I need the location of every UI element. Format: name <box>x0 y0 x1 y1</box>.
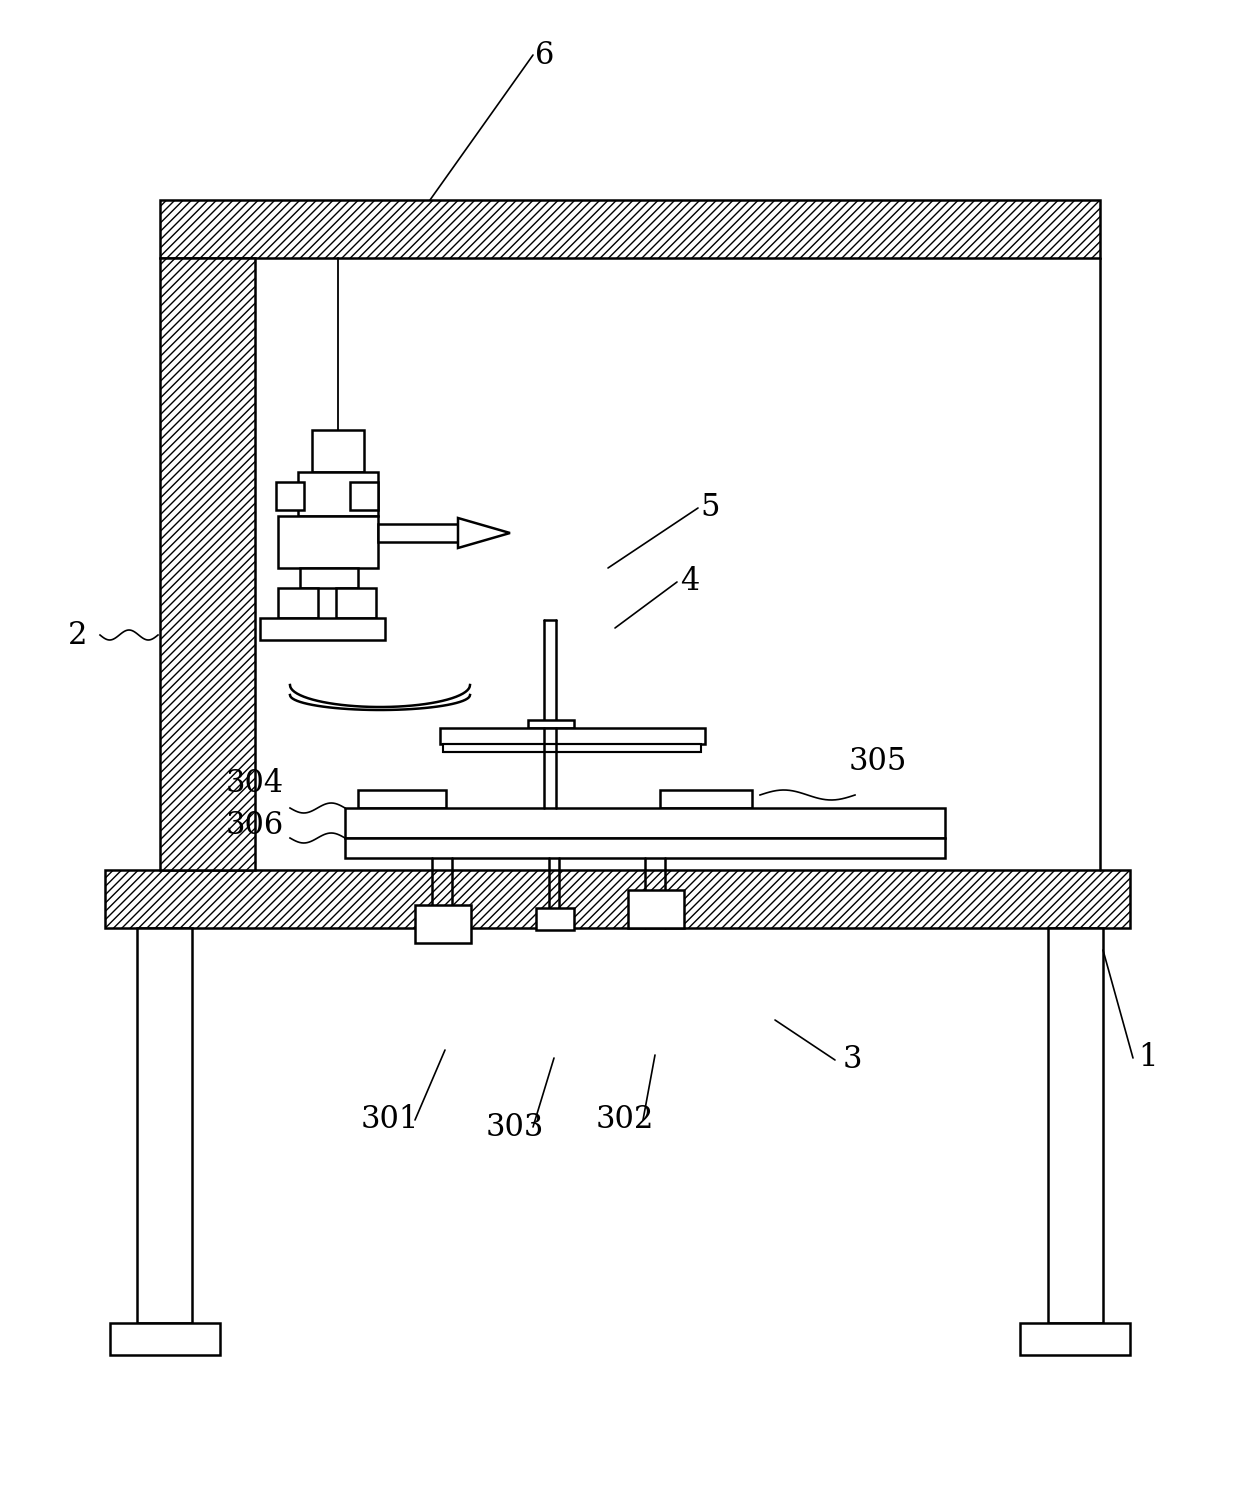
Bar <box>358 790 446 808</box>
Bar <box>336 588 376 618</box>
Text: 4: 4 <box>681 566 699 597</box>
Text: 6: 6 <box>536 40 554 70</box>
Bar <box>278 515 378 567</box>
Bar <box>443 744 701 751</box>
Bar <box>350 483 378 509</box>
Bar <box>160 200 1100 258</box>
Bar <box>160 258 255 870</box>
Text: 3: 3 <box>842 1044 862 1075</box>
Bar <box>660 790 751 808</box>
Bar <box>278 588 317 618</box>
Bar <box>260 618 384 640</box>
Bar <box>1048 928 1104 1323</box>
Bar <box>105 870 1130 928</box>
Text: 5: 5 <box>701 493 719 524</box>
Bar <box>528 720 574 728</box>
Bar <box>378 524 458 542</box>
Bar <box>312 431 365 472</box>
Bar <box>345 838 945 858</box>
Text: 306: 306 <box>226 809 284 841</box>
Text: 302: 302 <box>595 1105 655 1136</box>
Text: 2: 2 <box>68 619 88 650</box>
Bar <box>627 890 684 928</box>
Bar <box>415 904 471 943</box>
Bar <box>300 567 358 588</box>
Text: 1: 1 <box>1138 1042 1158 1074</box>
Text: 304: 304 <box>226 768 284 799</box>
Text: 305: 305 <box>849 747 908 778</box>
Bar <box>110 1323 219 1354</box>
Bar <box>298 472 378 515</box>
Polygon shape <box>458 518 510 548</box>
Bar <box>440 728 706 744</box>
Bar <box>536 907 574 930</box>
Bar <box>136 928 192 1323</box>
Bar <box>1021 1323 1130 1354</box>
Bar <box>345 808 945 838</box>
Text: 303: 303 <box>486 1111 544 1142</box>
Bar <box>277 483 304 509</box>
Text: 301: 301 <box>361 1105 419 1136</box>
